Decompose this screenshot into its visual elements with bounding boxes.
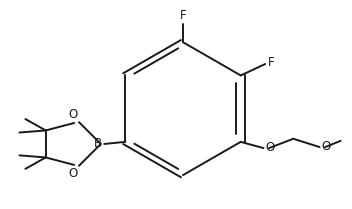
Text: F: F	[180, 9, 186, 22]
Text: F: F	[268, 56, 275, 69]
Text: O: O	[265, 141, 274, 154]
Text: O: O	[69, 167, 78, 180]
Text: O: O	[69, 108, 78, 121]
Text: B: B	[94, 137, 102, 150]
Text: O: O	[321, 140, 330, 153]
